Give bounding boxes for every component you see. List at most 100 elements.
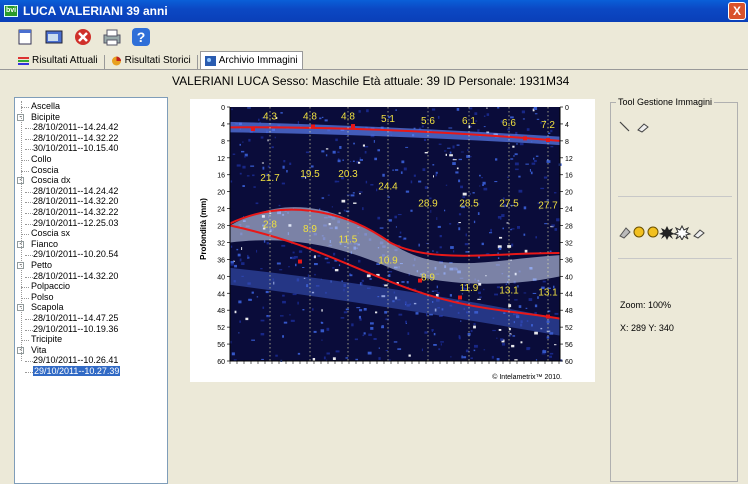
speckle <box>486 113 490 116</box>
speckle <box>395 109 397 111</box>
help-button[interactable]: ? <box>130 26 152 48</box>
speckle <box>534 113 538 115</box>
tree-item-image[interactable]: 29/10/2011--12.25.03 <box>33 217 119 228</box>
speckle <box>421 125 424 128</box>
tree-item-image[interactable]: 30/10/2011--10.15.40 <box>33 143 119 154</box>
tab-archivio-immagini[interactable]: Archivio Immagini <box>199 51 303 69</box>
speckle <box>465 349 469 353</box>
eraser-icon[interactable] <box>693 229 705 239</box>
speckle <box>251 339 255 341</box>
speckle <box>355 358 358 361</box>
speckle <box>321 339 323 341</box>
print-button[interactable] <box>101 26 123 48</box>
speckle <box>319 117 322 120</box>
speckle <box>498 329 502 331</box>
speckle <box>230 263 234 266</box>
tree-item-site[interactable]: Polso <box>31 291 54 302</box>
lasso-tool-icon[interactable] <box>633 226 645 238</box>
tree-item-image[interactable]: 29/10/2011--10.20.54 <box>33 249 119 260</box>
speckle <box>507 245 512 248</box>
speckle <box>280 112 283 114</box>
y-tick-label-right: 24 <box>565 207 573 214</box>
tree-item-image[interactable]: 28/10/2011--14.32.22 <box>33 132 119 143</box>
tree-item-image[interactable]: 28/10/2011--14.47.25 <box>33 313 119 323</box>
speckle <box>458 179 461 183</box>
tree-item-site[interactable]: Petto <box>31 260 53 270</box>
speckle <box>534 312 537 315</box>
tree-item-site[interactable]: Polpaccio <box>31 281 71 292</box>
tree-item-site[interactable]: Coscia sx <box>31 228 71 239</box>
select-tool-icon[interactable] <box>647 226 659 238</box>
tab-risultati-attuali[interactable]: Risultati Attuali <box>14 52 102 69</box>
y-tick-label-right: 8 <box>565 139 569 146</box>
speckle <box>475 120 478 122</box>
new-button[interactable] <box>14 26 36 48</box>
speckle <box>457 223 459 226</box>
tab-label: Archivio Immagini <box>218 55 298 66</box>
ultrasound-image-panel[interactable]: 0 0 4 4 8 8 12 12 16 16 20 20 24 24 28 28 32 32 36 36 40 40 44… <box>190 99 595 382</box>
tree-expander[interactable]: - <box>17 240 24 248</box>
tree-item-site[interactable]: Coscia <box>31 164 59 175</box>
speckle <box>452 159 457 161</box>
star-tool-icon[interactable] <box>659 226 675 240</box>
copyright-text: © Intelametrix™ 2010. <box>492 373 562 381</box>
tree-item-image[interactable]: 29/10/2011--10.19.36 <box>33 323 119 334</box>
star-outline-tool-icon[interactable] <box>672 224 692 240</box>
close-record-button[interactable] <box>72 26 94 48</box>
pie-icon <box>111 56 121 65</box>
tree-item-site[interactable]: Fianco <box>31 238 59 249</box>
speckle <box>501 214 505 217</box>
tree-item-image[interactable]: 29/10/2011--10.27.39 <box>33 366 121 376</box>
tree-item-image[interactable]: 28/10/2011--14.32.20 <box>33 270 119 281</box>
tree-item-site[interactable]: Scapola <box>31 302 64 313</box>
tree-expander[interactable]: - <box>17 346 24 354</box>
tree-expander[interactable]: - <box>17 113 24 121</box>
tree-expander[interactable]: - <box>17 177 24 185</box>
trace-marker <box>351 124 355 129</box>
tab-risultati-storici[interactable]: Risultati Storici <box>107 52 195 69</box>
speckle <box>260 136 264 139</box>
speckle <box>388 274 391 277</box>
open-button[interactable] <box>43 26 65 48</box>
tree-expander[interactable]: - <box>17 304 24 312</box>
window-close-button[interactable]: X <box>728 2 746 20</box>
tree-item-site[interactable]: Vita <box>31 344 47 355</box>
tree-item-site[interactable]: Coscia dx <box>31 175 71 186</box>
speckle <box>444 150 447 152</box>
speckle <box>467 333 471 336</box>
tree-item-image[interactable]: 28/10/2011--14.24.42 <box>33 122 119 133</box>
speckle <box>321 150 325 153</box>
tree-expander[interactable]: - <box>17 262 24 269</box>
speckle <box>518 305 522 308</box>
speckle <box>332 150 336 154</box>
speckle <box>247 254 249 258</box>
tree-connector <box>25 372 33 373</box>
pencil-tool-icon[interactable] <box>619 227 631 239</box>
speckle <box>350 194 355 197</box>
muscle-boundary-trace <box>229 224 561 320</box>
tree-item-site[interactable]: Bicipite <box>31 111 61 122</box>
tree-item-image[interactable]: 28/10/2011--14.24.42 <box>33 185 119 196</box>
tree-item-site[interactable]: Tricipite <box>31 334 63 345</box>
tree-item-image[interactable]: 29/10/2011--10.26.41 <box>33 355 119 366</box>
tool-row-2 <box>619 224 705 240</box>
speckle <box>362 207 364 211</box>
speckle <box>501 339 505 343</box>
speckle <box>517 285 519 288</box>
tree-item-site[interactable]: Ascella <box>31 101 61 111</box>
image-archive-tree[interactable]: Ascella - Bicipite 28/10/2011--14.24.42 28/1… <box>14 97 168 484</box>
speckle <box>370 327 374 330</box>
tree-connector <box>25 329 33 331</box>
tree-item-image[interactable]: 28/10/2011--14.32.20 <box>33 196 119 207</box>
tree-item-image[interactable]: 28/10/2011--14.32.22 <box>33 207 119 217</box>
eraser-icon[interactable] <box>637 123 649 133</box>
tree-item-site[interactable]: Collo <box>31 154 52 164</box>
speckle <box>510 116 514 119</box>
fat-thickness-label: 4.3 <box>263 112 277 123</box>
speckle <box>289 314 291 316</box>
speckle <box>479 185 481 187</box>
mid-thickness-label: 19.5 <box>300 169 320 180</box>
patient-header: VALERIANI LUCA Sesso: Maschile Età attua… <box>172 74 570 88</box>
line-tool-icon[interactable] <box>619 121 630 132</box>
